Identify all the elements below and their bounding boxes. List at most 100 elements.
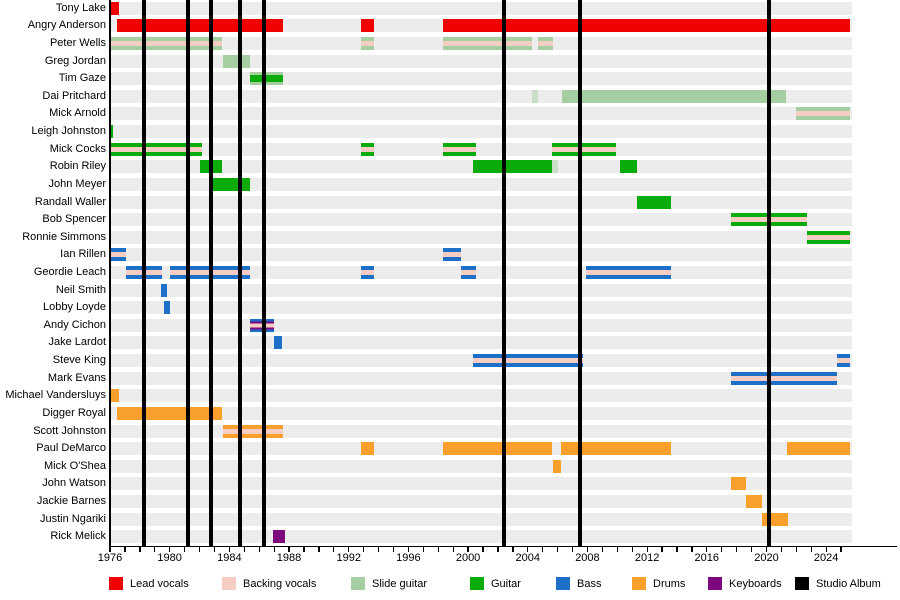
timeline-bar-mick-cocks [551,142,616,156]
x-axis-tick [482,545,484,552]
x-axis-tick [765,545,768,552]
row-band [110,459,852,473]
row-band [110,477,852,491]
x-axis-tick [228,545,231,552]
timeline-bar-robin-riley [472,160,552,174]
member-label-mick-arnold: Mick Arnold [49,107,106,120]
x-axis-label-2004: 2004 [515,552,540,564]
timeline-bar-robin-riley [551,160,558,174]
studio-album-line [261,0,266,546]
row-band [110,213,852,227]
x-axis-tick [721,545,723,552]
row-band [110,1,852,15]
x-axis-tick [706,545,708,552]
x-axis-tick [497,545,499,552]
member-label-mick-cocks: Mick Cocks [49,142,106,155]
row-band [110,301,852,315]
x-axis-tick [825,545,827,552]
member-label-lobby-loyde: Lobby Loyde [43,301,106,314]
row-band [110,530,852,544]
x-axis-label-1996: 1996 [396,552,421,564]
legend-swatch-bass [556,577,570,590]
member-label-tim-gaze: Tim Gaze [58,72,106,85]
x-axis-label-1984: 1984 [217,552,242,564]
member-label-justin-ngariki: Justin Ngariki [39,512,106,525]
x-axis-tick [377,545,380,552]
member-label-john-meyer: John Meyer [48,177,106,190]
timeline-bar-mick-cocks [442,142,476,156]
legend-swatch-keyboards [708,577,722,590]
row-band [110,495,852,509]
timeline-bar-leigh-johnston [110,125,113,139]
x-axis-tick [243,545,245,552]
x-axis-tick [736,545,738,552]
timeline-bar-steve-king [836,354,851,368]
row-band [110,54,852,68]
row-band [110,125,852,139]
x-axis-tick [154,545,156,552]
timeline-bar-randall-waller [636,195,671,209]
x-axis-tick [527,545,529,552]
x-axis-tick [691,545,693,552]
legend-swatch-studio-album [795,577,809,590]
x-axis-tick [467,545,469,552]
x-axis-tick [184,545,186,552]
x-axis-tick [422,545,425,552]
x-axis-tick [169,545,171,552]
member-label-michael-vandersluys: Michael Vandersluys [5,389,106,402]
timeline-bar-scott-johnston [223,424,284,438]
x-axis-tick [571,545,574,552]
timeline-bar-geordie-leach [360,266,375,279]
x-axis-label-2008: 2008 [575,552,600,564]
x-axis-label-2012: 2012 [634,552,660,564]
row-band [110,512,852,526]
timeline-bar-mick-cocks [360,142,375,156]
legend-label-studio-album: Studio Album [816,578,881,590]
studio-album-line [142,0,147,546]
member-label-geordie-leach: Geordie Leach [33,266,106,278]
member-label-steve-king: Steve King [52,354,106,367]
x-axis-tick [542,545,544,552]
row-band [110,72,852,86]
member-label-jackie-barnes: Jackie Barnes [36,495,106,508]
legend-swatch-lead-vocals [109,577,123,590]
y-axis-line [108,0,111,547]
member-label-scott-johnston: Scott Johnston [33,424,106,437]
x-axis-tick [750,545,753,552]
legend-swatch-drums [632,577,646,590]
row-band [110,283,852,297]
legend-label-drums: Drums [653,578,686,590]
row-band [110,142,852,156]
timeline-bar-jake-lardot [274,336,282,350]
member-label-rick-melick: Rick Melick [50,530,106,543]
timeline-bar-mick-arnold [796,107,851,121]
x-axis-tick [780,545,783,552]
x-axis-tick [198,545,201,552]
x-axis-tick [810,545,812,552]
timeline-bar-mark-evans [730,371,837,385]
timeline-bar-paul-demarco [442,442,552,456]
member-label-peter-wells: Peter Wells [49,36,106,49]
timeline-bar-peter-wells [538,36,554,50]
row-band [110,389,852,403]
x-axis-label-2020: 2020 [754,552,779,564]
member-label-ronnie-simmons: Ronnie Simmons [22,230,106,243]
studio-album-line [209,0,214,546]
timeline-bar-john-watson [730,477,746,491]
legend-swatch-guitar [470,577,484,590]
x-axis-tick [407,545,410,552]
member-label-angry-anderson: Angry Anderson [27,19,106,32]
legend-label-bass: Bass [577,578,602,590]
row-band [110,195,852,209]
legend-label-lead-vocals: Lead vocals [130,578,189,590]
timeline-bar-neil-smith [160,283,167,297]
x-axis-tick [318,545,320,552]
row-band [110,371,852,385]
x-axis-tick [616,545,618,552]
timeline-bar-ian-rillen [111,248,127,262]
row-band [110,318,852,332]
row-band [110,177,852,191]
timeline-bar-lobby-loyde [163,301,170,315]
member-label-dai-pritchard: Dai Pritchard [42,89,106,102]
x-axis-tick [557,545,559,552]
